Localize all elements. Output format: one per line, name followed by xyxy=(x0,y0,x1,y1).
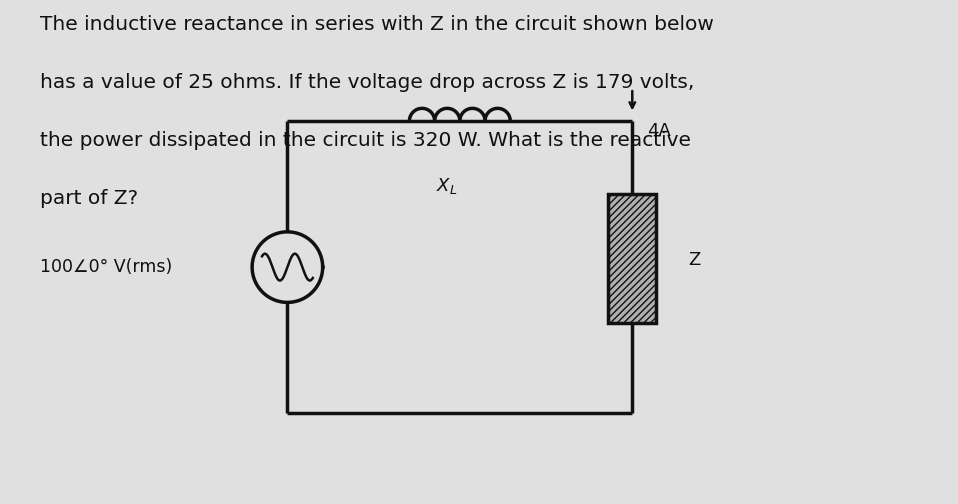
Text: The inductive reactance in series with Z in the circuit shown below: The inductive reactance in series with Z… xyxy=(40,15,714,34)
Text: part of Z?: part of Z? xyxy=(40,189,138,208)
Polygon shape xyxy=(252,232,323,302)
Text: the power dissipated in the circuit is 320 W. What is the reactive: the power dissipated in the circuit is 3… xyxy=(40,131,692,150)
Text: $X_L$: $X_L$ xyxy=(436,176,457,197)
Bar xyxy=(608,194,656,323)
Text: 4A: 4A xyxy=(647,122,671,140)
Text: 100∠0° V(rms): 100∠0° V(rms) xyxy=(40,258,172,276)
Text: Z: Z xyxy=(688,250,700,269)
Text: has a value of 25 ohms. If the voltage drop across Z is 179 volts,: has a value of 25 ohms. If the voltage d… xyxy=(40,73,695,92)
